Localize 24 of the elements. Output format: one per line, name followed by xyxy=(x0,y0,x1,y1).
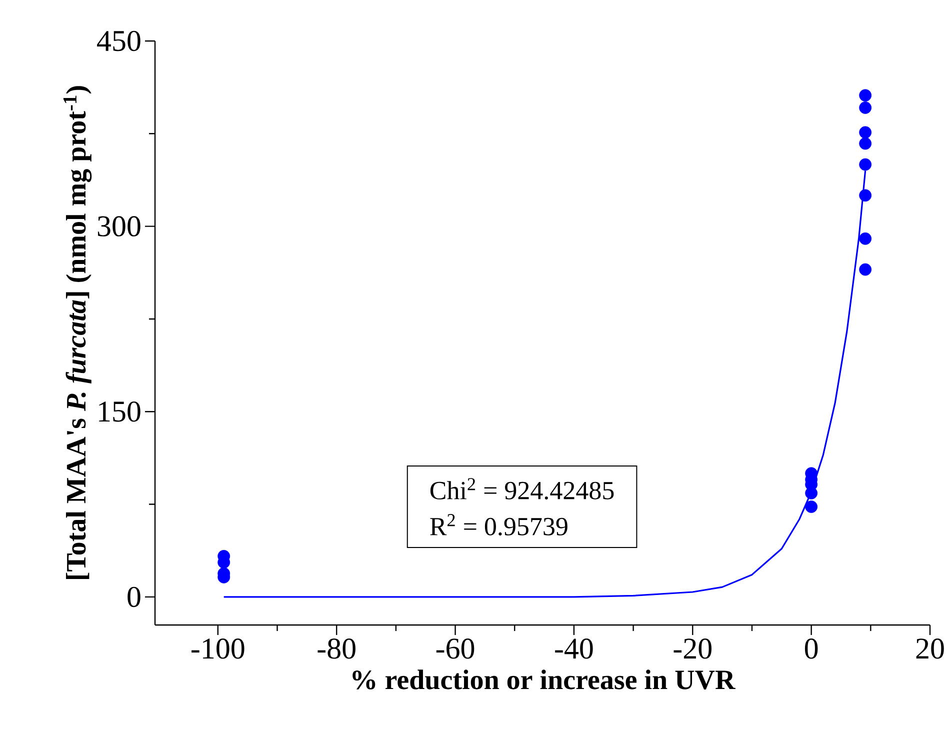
x-tick-label: -80 xyxy=(318,638,356,659)
point xyxy=(859,137,872,150)
point xyxy=(859,89,872,102)
x-axis-title: % reduction or increase in UVR xyxy=(352,670,736,690)
point xyxy=(805,500,818,513)
y-axis-title: [Total MAA's P. furcata] (nmol mg prot$^{-1}$) xyxy=(63,86,92,580)
y-tick-label: 300 xyxy=(98,216,140,236)
annotation: R$^{2}$ = 0.95739 xyxy=(430,514,568,536)
x-tick-label: -60 xyxy=(436,638,474,659)
x-tick-label: -40 xyxy=(555,638,593,659)
point xyxy=(859,189,872,202)
point xyxy=(859,263,872,276)
x-tick-label: -20 xyxy=(674,638,712,659)
point xyxy=(859,232,872,245)
annotation: Chi$^{2}$ = 924.42485 xyxy=(430,478,614,500)
x-tick-label: -100 xyxy=(192,638,244,659)
point xyxy=(859,158,872,171)
point xyxy=(859,126,872,139)
x-tick-label: 20 xyxy=(916,638,944,659)
y-tick-label: 0 xyxy=(128,586,140,608)
y-tick-label: 150 xyxy=(99,402,140,422)
x-tick-label: 0 xyxy=(804,638,818,659)
y-tick-label: 450 xyxy=(97,30,140,52)
point xyxy=(859,102,872,114)
